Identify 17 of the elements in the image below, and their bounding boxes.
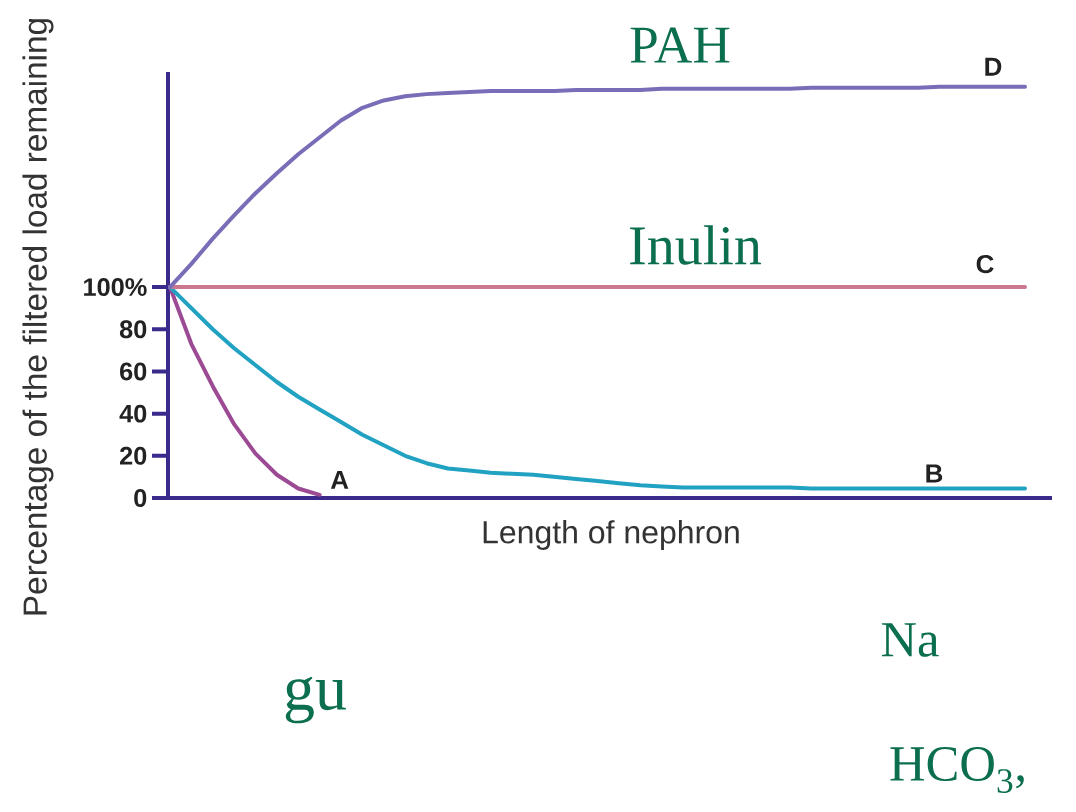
y-axis-title: Percentage of the filtered load remaining: [22, 19, 54, 615]
y-tick-label: 80: [119, 320, 147, 339]
y-tick-label: 100%: [84, 278, 147, 297]
text: PAH: [630, 27, 730, 63]
y-tick-label: 0: [134, 489, 147, 507]
y-tick-label: 20: [119, 446, 147, 465]
series-label: C: [976, 254, 994, 274]
y-tick-label: 40: [119, 404, 147, 423]
y-tick-label: 60: [120, 362, 147, 381]
text: HCO$_{3}$,: [890, 747, 1024, 793]
series-label: D: [985, 57, 1002, 76]
x-axis-title: Length of nephron: [483, 520, 739, 550]
annotation: Inulin: [630, 225, 762, 265]
text: gu: [285, 676, 346, 724]
text: Na: [881, 623, 939, 657]
series-label: B: [926, 464, 943, 483]
series-label: A: [330, 470, 349, 489]
